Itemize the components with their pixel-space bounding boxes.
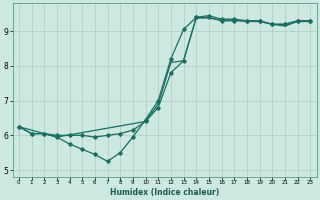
X-axis label: Humidex (Indice chaleur): Humidex (Indice chaleur) xyxy=(110,188,219,197)
